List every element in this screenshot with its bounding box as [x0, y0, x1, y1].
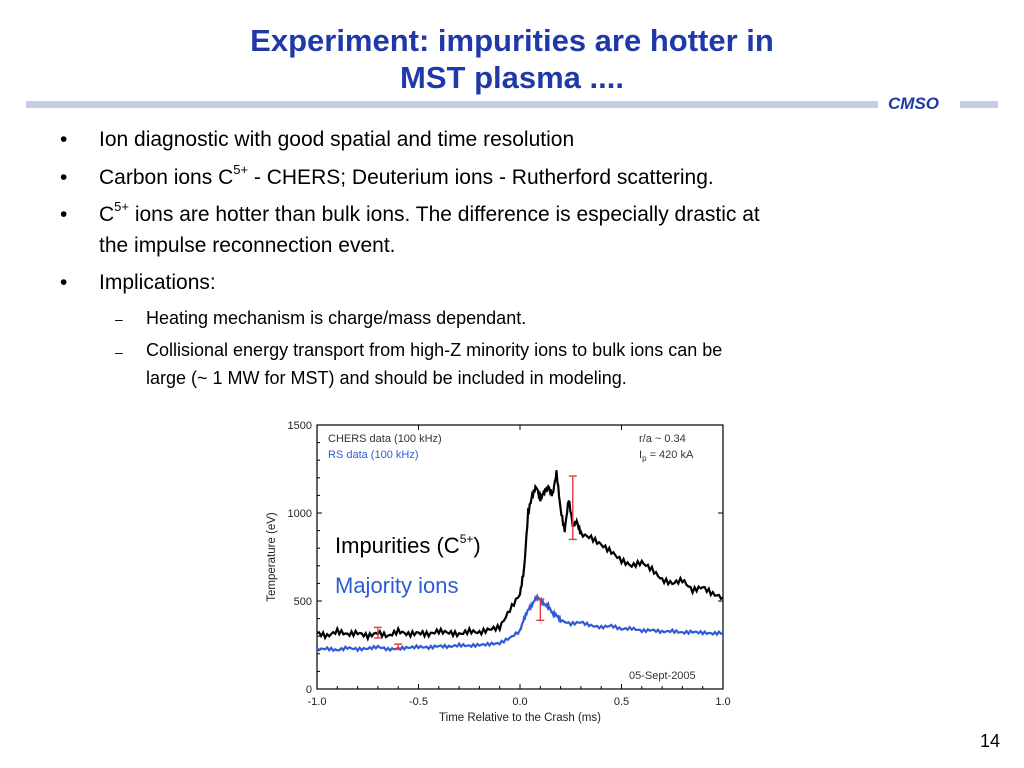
x-tick-label: 0.0 — [512, 696, 527, 708]
errorbar-group — [373, 475, 577, 651]
annotation-ip-pre: I — [639, 449, 642, 461]
impurities-label-pre: Impurities (C — [335, 533, 460, 558]
page-number: 14 — [980, 731, 1001, 751]
annotation-ip-sub: p — [642, 454, 647, 463]
bullet-2-sup: 5+ — [233, 162, 249, 177]
bullet-2: Carbon ions C5+ - CHERS; Deuterium ions … — [99, 162, 714, 193]
bullet-4: Implications: — [99, 267, 216, 298]
brand-label: CMSO — [888, 94, 939, 113]
x-tick-label: -1.0 — [308, 696, 327, 708]
y-tick-label: 1500 — [288, 420, 312, 432]
axis-ticks: -1.0 -0.5 0.0 0.5 1.0 0 500 1000 1500 — [288, 420, 731, 708]
bullet-1: Ion diagnostic with good spatial and tim… — [99, 124, 574, 155]
x-tick-label: 0.5 — [614, 696, 629, 708]
chart-svg: -1.0 -0.5 0.0 0.5 1.0 0 500 1000 1500 CHERS data… — [266, 420, 731, 724]
bullet-marker: • — [60, 166, 68, 189]
slide-title: Experiment: impurities are hotter in MST… — [0, 22, 1024, 96]
impurities-label-post: ) — [473, 533, 481, 558]
legend-chers: CHERS data (100 kHz) — [328, 433, 442, 445]
y-axis-label: Temperature (eV) — [266, 512, 278, 602]
bullet-3-continuation: the impulse reconnection event. — [99, 234, 396, 257]
bullet-4-text: Implications: — [99, 271, 216, 294]
x-tick-label: -0.5 — [409, 696, 428, 708]
x-tick-label: 1.0 — [715, 696, 730, 708]
subbullet-marker: – — [115, 344, 123, 360]
annotation-ip-post: = 420 kA — [647, 449, 694, 461]
chers-series-line — [316, 470, 724, 642]
bullet-3-text-b: ions are hotter than bulk ions. The diff… — [129, 203, 760, 226]
subbullet-marker: – — [115, 311, 123, 327]
bullet-list: • Ion diagnostic with good spatial and t… — [60, 124, 760, 388]
subbullet-2-line-2: large (~ 1 MW for MST) and should be inc… — [146, 368, 627, 388]
header-rule-right — [960, 101, 998, 108]
bullet-3-sup: 5+ — [114, 199, 129, 214]
bullet-2-text-a: Carbon ions C — [99, 166, 234, 189]
subbullet-2-line-1: Collisional energy transport from high-Z… — [146, 340, 723, 360]
y-tick-label: 1000 — [288, 508, 312, 520]
title-line-1: Experiment: impurities are hotter in — [250, 23, 774, 58]
majority-ions-label: Majority ions — [335, 573, 459, 598]
annotation-ip: Ip = 420 kA — [639, 449, 694, 463]
bullet-marker: • — [60, 128, 68, 151]
impurities-label: Impurities (C5+) — [335, 533, 481, 559]
legend-rs: RS data (100 kHz) — [328, 449, 418, 461]
bullet-3-text-a: C — [99, 203, 115, 226]
annotation-ra: r/a ~ 0.34 — [639, 433, 686, 445]
bullet-1-text: Ion diagnostic with good spatial and tim… — [99, 128, 575, 151]
bullet-marker: • — [60, 271, 68, 294]
impurities-label-sup: 5+ — [459, 531, 474, 546]
y-tick-label: 0 — [306, 684, 312, 696]
subbullet-1: Heating mechanism is charge/mass dependa… — [146, 308, 527, 328]
bullet-marker: • — [60, 203, 68, 226]
bullet-2-text-b: - CHERS; Deuterium ions - Rutherford sca… — [248, 166, 714, 189]
bullet-3: C5+ ions are hotter than bulk ions. The … — [99, 199, 760, 230]
x-axis-label: Time Relative to the Crash (ms) — [439, 712, 601, 724]
title-line-2: MST plasma .... — [400, 60, 624, 95]
y-tick-label: 500 — [294, 596, 312, 608]
date-label: 05-Sept-2005 — [629, 670, 696, 682]
header-rule-left — [26, 101, 878, 108]
temperature-chart: -1.0 -0.5 0.0 0.5 1.0 0 500 1000 1500 CHERS data… — [258, 412, 748, 732]
